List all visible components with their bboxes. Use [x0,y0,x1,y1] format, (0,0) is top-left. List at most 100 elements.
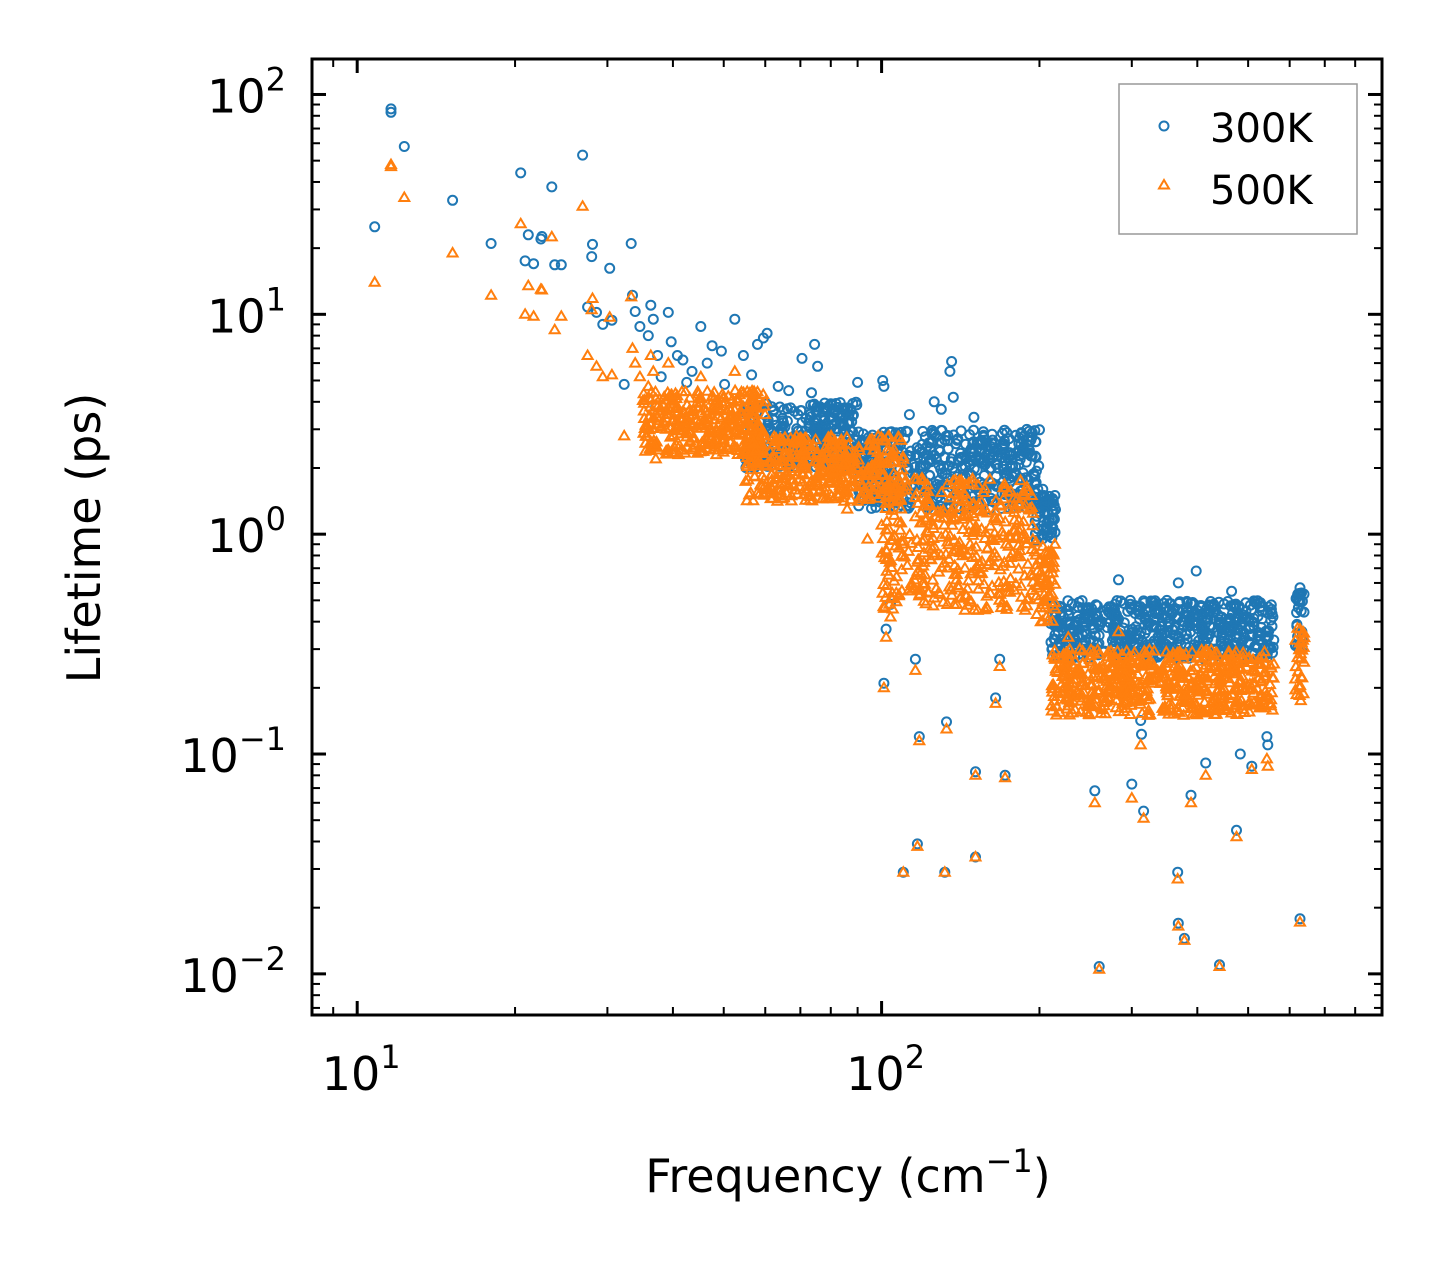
point-500k [717,428,732,441]
point-300k [809,338,821,350]
point-500k [840,502,854,514]
point-500k [1012,513,1026,526]
point-500k [813,463,828,476]
point-500k [874,462,889,475]
y-tick-label-exponent: 1 [266,280,286,318]
point-500k [580,348,595,360]
point-500k [968,850,983,862]
point-300k [947,462,959,474]
point-500k [596,369,610,382]
point-500k [958,494,972,506]
point-300k [686,365,698,377]
point-500k [661,442,675,455]
point-500k [919,596,933,609]
point-300k [729,313,741,325]
y-tick-label-exponent: 0 [266,500,286,538]
point-500k [839,456,853,468]
point-500k [384,159,398,172]
point-500k [1011,523,1026,535]
point-500k [1046,560,1061,572]
point-500k [1013,549,1027,561]
point-500k [1003,556,1017,568]
point-500k [879,501,893,513]
point-500k [916,473,931,485]
point-500k [1125,791,1139,803]
point-300k [577,149,589,161]
point-300k [944,365,956,377]
point-300k [1131,604,1143,616]
point-300k [1029,450,1041,462]
point-500k [1200,684,1215,697]
point-500k [663,430,678,442]
point-500k [784,493,799,506]
point-500k [384,157,398,170]
point-500k [1219,703,1234,715]
point-500k [688,438,703,450]
point-500k [1208,676,1222,689]
point-300k [665,336,677,348]
point-500k [917,555,931,567]
point-500k [1160,685,1174,698]
point-500k [946,544,960,557]
point-500k [714,394,729,407]
point-500k [1052,705,1067,717]
point-300k [900,425,912,437]
point-500k [1103,659,1118,671]
point-500k [1145,676,1159,688]
point-300k [1148,619,1159,631]
point-500k [805,479,819,491]
y-tick-label-base: 10 [207,289,266,343]
point-300k [913,731,925,743]
point-300k [946,356,958,367]
point-500k [1200,687,1215,699]
point-500k [1208,645,1223,658]
point-500k [1169,703,1184,716]
point-500k [518,307,532,319]
point-500k [714,411,728,423]
point-500k [547,322,562,335]
point-500k [1293,915,1307,927]
point-300k [1046,532,1058,544]
point-500k [1139,688,1154,701]
y-tick-label-base: 10 [207,509,266,563]
point-300k [939,434,951,446]
point-300k [877,375,889,386]
point-500k [894,562,909,575]
x-axis-title-main: Frequency (cm [645,1149,985,1203]
point-500k [1029,607,1044,619]
point-300k [1088,623,1100,635]
y-tick-label: 101 [207,280,286,343]
point-500k [1217,702,1232,714]
point-300k [1230,602,1241,614]
point-300k [1091,639,1103,651]
point-500k [1176,648,1190,660]
point-300k [1090,599,1102,611]
point-500k [847,467,861,479]
point-500k [968,768,983,780]
point-300k [1049,526,1061,538]
point-500k [976,485,991,497]
point-500k [969,519,983,531]
point-500k [700,384,715,396]
point-500k [1025,518,1040,531]
point-500k [674,423,688,436]
point-500k [958,561,972,573]
point-500k [625,341,640,353]
point-300k [1190,565,1202,577]
point-500k [1228,683,1242,695]
point-300k [662,306,674,318]
point-500k [763,444,777,456]
point-500k [894,502,908,514]
y-tick-label-base: 10 [207,69,266,123]
point-300k [1111,610,1122,622]
point-500k [1131,667,1145,679]
point-500k [914,505,928,518]
point-500k [877,680,891,693]
point-500k [1292,680,1307,693]
point-500k [1154,674,1168,687]
point-500k [1049,664,1063,676]
legend: 300K 500K [1118,83,1358,235]
point-500k [694,369,708,382]
point-500k [710,401,725,413]
point-500k [963,518,977,530]
